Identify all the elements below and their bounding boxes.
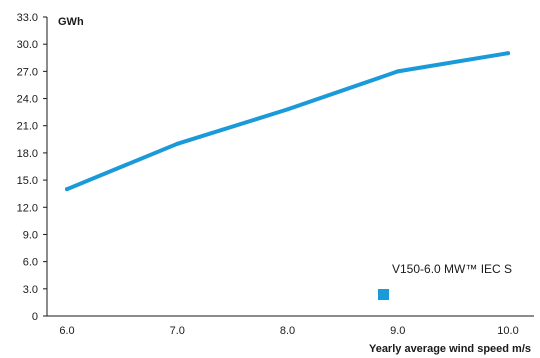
x-tick-label: 9.0 — [390, 325, 405, 337]
y-tick-label: 6.0 — [23, 257, 38, 269]
x-tick-label: 8.0 — [280, 325, 295, 337]
y-tick-label: 9.0 — [23, 229, 38, 241]
series-group — [65, 51, 510, 192]
y-ticks: 0 3.0 6.0 9.0 12.0 15.0 18.0 21.0 24.0 27.0 30.0 33… — [17, 12, 47, 323]
series-point — [285, 107, 290, 112]
y-tick-label: 33.0 — [17, 12, 38, 24]
x-tick-label: 6.0 — [59, 325, 74, 337]
series-point — [395, 69, 400, 74]
y-tick-label: 3.0 — [23, 284, 38, 296]
legend-swatch — [378, 289, 389, 300]
y-tick-label: 12.0 — [17, 202, 38, 214]
y-axis-unit: GWh — [58, 16, 84, 28]
legend-label: V150-6.0 MW™ IEC S — [392, 262, 512, 276]
series-line — [65, 51, 510, 192]
y-tick-label: 15.0 — [17, 175, 38, 187]
series-point — [506, 51, 510, 56]
y-tick-label: 21.0 — [17, 121, 38, 133]
y-tick-label: 18.0 — [17, 148, 38, 160]
series-point — [65, 187, 69, 192]
y-tick-label: 30.0 — [17, 39, 38, 51]
series-point — [175, 141, 180, 146]
x-tick-label: 10.0 — [497, 325, 518, 337]
y-tick-label: 0 — [32, 311, 38, 323]
y-tick-label: 24.0 — [17, 94, 38, 106]
x-axis-label: Yearly average wind speed m/s — [369, 343, 531, 355]
x-tick-label: 7.0 — [170, 325, 185, 337]
x-ticks: 6.0 7.0 8.0 9.0 10.0 — [59, 325, 518, 337]
y-tick-label: 27.0 — [17, 66, 38, 78]
